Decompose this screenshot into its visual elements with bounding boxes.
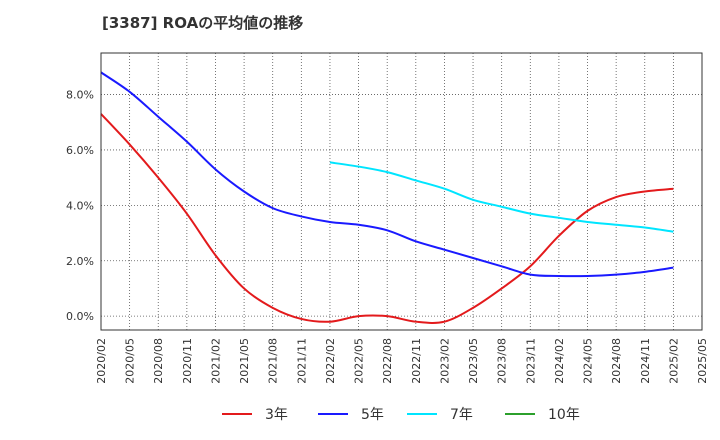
x-tick-label: 2023/08 bbox=[496, 338, 509, 384]
legend-label: 3年 bbox=[265, 407, 288, 423]
x-tick-label: 2024/08 bbox=[610, 338, 623, 384]
x-tick-label: 2020/08 bbox=[152, 338, 165, 384]
y-tick-label: 4.0% bbox=[66, 199, 94, 212]
y-tick-label: 6.0% bbox=[66, 144, 94, 157]
x-tick-label: 2020/02 bbox=[95, 338, 108, 384]
legend-label: 10年 bbox=[548, 407, 580, 423]
y-tick-label: 0.0% bbox=[66, 310, 94, 323]
series-layer bbox=[100, 71, 674, 324]
y-tick-label: 8.0% bbox=[66, 89, 94, 102]
x-tick-label: 2020/05 bbox=[124, 338, 137, 384]
x-tick-label: 2022/02 bbox=[324, 338, 337, 384]
x-tick-label: 2024/05 bbox=[582, 338, 595, 384]
chart-title: [3387] ROAの平均値の推移 bbox=[102, 14, 304, 32]
y-axis-ticks: 0.0% 2.0% 4.0% 6.0% 8.0% bbox=[66, 89, 94, 324]
x-tick-label: 2024/11 bbox=[639, 338, 652, 384]
series-line bbox=[329, 161, 674, 233]
x-tick-label: 2024/02 bbox=[553, 338, 566, 384]
series-line bbox=[100, 71, 674, 278]
x-tick-label: 2022/08 bbox=[381, 338, 394, 384]
x-tick-label: 2023/02 bbox=[438, 338, 451, 384]
x-tick-label: 2021/11 bbox=[295, 338, 308, 384]
x-tick-label: 2023/05 bbox=[467, 338, 480, 384]
grid-layer bbox=[101, 53, 702, 330]
legend: 3年 5年 7年 10年 bbox=[222, 407, 580, 423]
x-axis-ticks: 2020/02 2020/05 2020/08 2020/11 2021/02 2021/… bbox=[95, 338, 709, 384]
x-tick-label: 2021/02 bbox=[209, 338, 222, 384]
x-tick-label: 2021/08 bbox=[267, 338, 280, 384]
y-tick-label: 2.0% bbox=[66, 255, 94, 268]
legend-label: 5年 bbox=[361, 407, 384, 423]
series-line bbox=[100, 113, 674, 324]
x-tick-label: 2022/11 bbox=[410, 338, 423, 384]
x-tick-label: 2023/11 bbox=[524, 338, 537, 384]
x-tick-label: 2022/05 bbox=[353, 338, 366, 384]
x-tick-label: 2020/11 bbox=[181, 338, 194, 384]
plot-frame bbox=[100, 52, 703, 331]
x-tick-label: 2025/05 bbox=[696, 338, 709, 384]
x-tick-label: 2021/05 bbox=[238, 338, 251, 384]
legend-label: 7年 bbox=[450, 407, 473, 423]
x-tick-label: 2025/02 bbox=[667, 338, 680, 384]
